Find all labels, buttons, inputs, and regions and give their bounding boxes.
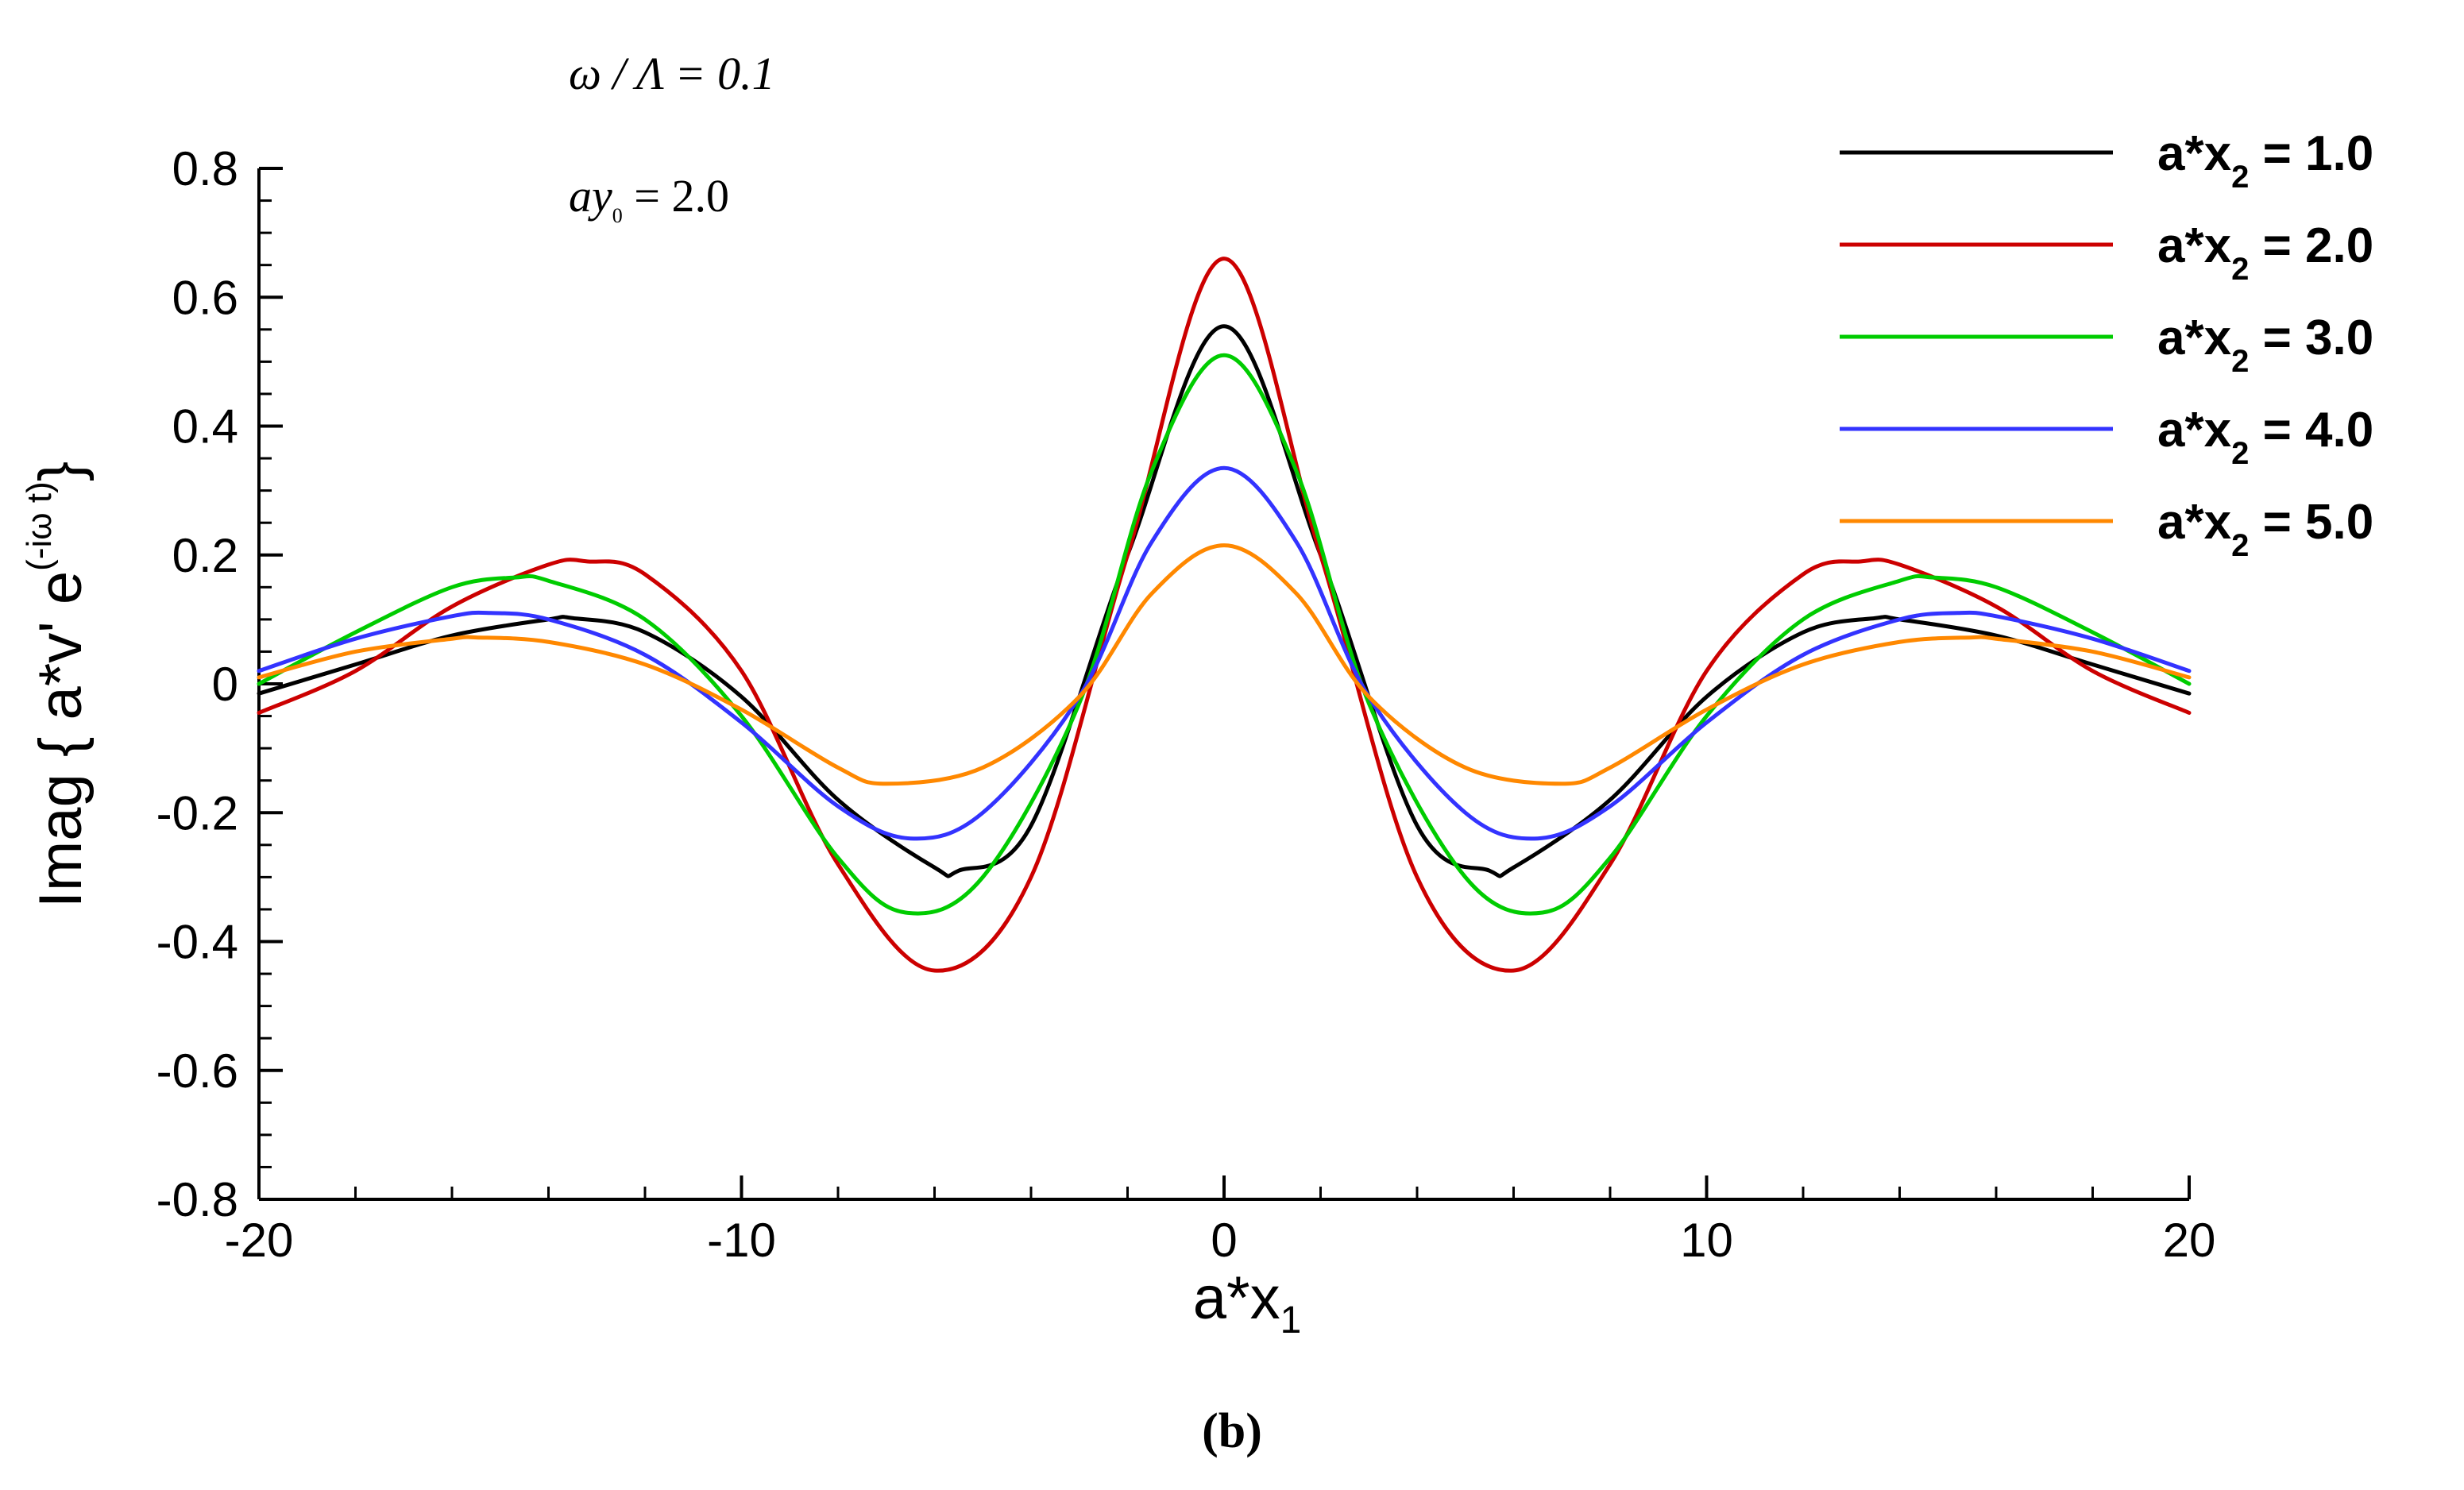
omega-annotation: ω / Λ = 0.1 — [569, 48, 775, 99]
y-tick-label: 0.4 — [172, 400, 238, 454]
y-tick-label: 0 — [212, 658, 238, 711]
x-tick-label: 10 — [1680, 1214, 1733, 1267]
figure-caption: (b) — [1202, 1404, 1262, 1458]
y-tick-label: -0.4 — [156, 916, 238, 969]
legend-label-1: a*x2 = 1.0 — [2157, 126, 2373, 195]
series-line-3 — [257, 353, 2192, 916]
x-tick-label: -10 — [707, 1214, 776, 1267]
x-tick-label: 0 — [1211, 1214, 1237, 1267]
y-tick-label: 0.8 — [172, 142, 238, 195]
x-tick-label: -20 — [225, 1214, 294, 1267]
legend-label-2: a*x2 = 2.0 — [2157, 218, 2373, 287]
legend-label-3: a*x2 = 3.0 — [2157, 311, 2373, 379]
series-line-5 — [257, 543, 2192, 786]
legend-label-4: a*x2 = 4.0 — [2157, 403, 2373, 471]
axis-ticks — [257, 167, 2191, 1201]
y-tick-label: 0.2 — [172, 529, 238, 582]
tick-labels: -20 -10 0 10 20 -0.8 -0.6 -0.4 -0.2 0 0.2 0.4 0.6 0.8 — [156, 142, 2216, 1267]
x-axis-title: a*x1 — [1193, 1264, 1302, 1341]
series-line-1 — [257, 324, 2192, 878]
x-tick-label: 20 — [2163, 1214, 2216, 1267]
legend: a*x2 = 1.0 a*x2 = 2.0 a*x2 = 3.0 a*x2 = 4.0… — [1840, 126, 2373, 563]
ay-annotation: ay0 = 2.0 — [569, 170, 729, 227]
y-tick-label: -0.6 — [156, 1044, 238, 1098]
y-tick-label: -0.8 — [156, 1173, 238, 1226]
y-tick-label: 0.6 — [172, 271, 238, 324]
series-line-2 — [257, 257, 2192, 973]
plot-area — [257, 257, 2192, 973]
legend-label-5: a*x2 = 5.0 — [2157, 495, 2373, 563]
y-axis-title: Imag { a*v' e(-iω t)} — [20, 461, 95, 908]
y-tick-label: -0.2 — [156, 786, 238, 840]
series-line-4 — [257, 465, 2192, 841]
